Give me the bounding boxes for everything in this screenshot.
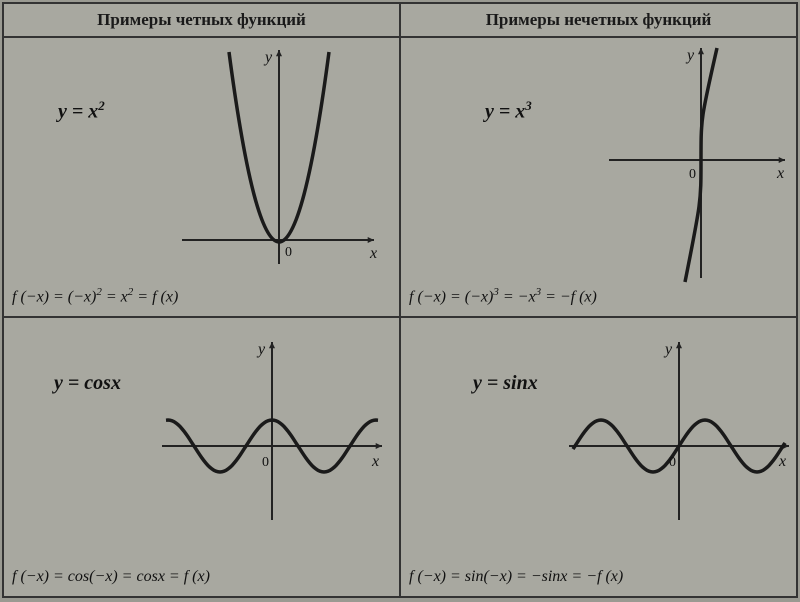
cosine-identity: f (−x) = cos(−x) = cosx = f (x) bbox=[12, 568, 210, 586]
body-rows: y = x2 f (−x) = (−x)2 = x2 = f (x) x y 0 y … bbox=[4, 38, 796, 596]
sine-function-label: y = sinx bbox=[473, 372, 538, 395]
row-2: y = cosxf (−x) = cos(−x) = cosx = f (x) … bbox=[4, 318, 796, 596]
cosine-function-label: y = cosx bbox=[54, 372, 121, 395]
svg-text:0: 0 bbox=[689, 167, 696, 182]
svg-text:x: x bbox=[778, 453, 786, 470]
svg-text:y: y bbox=[663, 341, 673, 358]
svg-text:0: 0 bbox=[285, 245, 292, 260]
svg-text:0: 0 bbox=[669, 455, 676, 470]
cosine-plot: x y 0 bbox=[154, 328, 390, 528]
header-odd: Примеры нечетных функций bbox=[401, 4, 796, 36]
cubic-identity: f (−x) = (−x)3 = −x3 = −f (x) bbox=[409, 286, 597, 306]
svg-text:y: y bbox=[256, 341, 266, 358]
cell-sine: y = sinx f (−x) = sin(−x) = −sinx = −f (x… bbox=[401, 318, 796, 596]
svg-text:y: y bbox=[685, 47, 695, 64]
svg-text:x: x bbox=[369, 245, 377, 262]
svg-text:0: 0 bbox=[262, 455, 269, 470]
svg-text:x: x bbox=[776, 165, 784, 182]
cell-cosine: y = cosxf (−x) = cos(−x) = cosx = f (x) … bbox=[4, 318, 401, 596]
cubic-function-label: y = x3 bbox=[485, 98, 532, 124]
cell-cubic: y = x3 f (−x) = (−x)3 = −x3 = −f (x) x y 0 bbox=[401, 38, 796, 316]
parabola-plot: x y 0 bbox=[174, 42, 384, 272]
cubic-plot: x y 0 bbox=[601, 42, 791, 286]
table-container: Примеры четных функций Примеры нечетных … bbox=[2, 2, 798, 598]
cell-parabola: y = x2 f (−x) = (−x)2 = x2 = f (x) x y 0 bbox=[4, 38, 401, 316]
parabola-identity: f (−x) = (−x)2 = x2 = f (x) bbox=[12, 286, 178, 306]
row-1: y = x2 f (−x) = (−x)2 = x2 = f (x) x y 0 y … bbox=[4, 38, 796, 318]
svg-text:y: y bbox=[263, 49, 273, 66]
svg-text:x: x bbox=[371, 453, 379, 470]
sine-identity: f (−x) = sin(−x) = −sinx = −f (x) bbox=[409, 568, 623, 586]
header-row: Примеры четных функций Примеры нечетных … bbox=[4, 4, 796, 38]
parabola-function-label: y = x2 bbox=[58, 98, 105, 124]
header-even: Примеры четных функций bbox=[4, 4, 401, 36]
sine-plot: x y 0 bbox=[561, 328, 797, 528]
